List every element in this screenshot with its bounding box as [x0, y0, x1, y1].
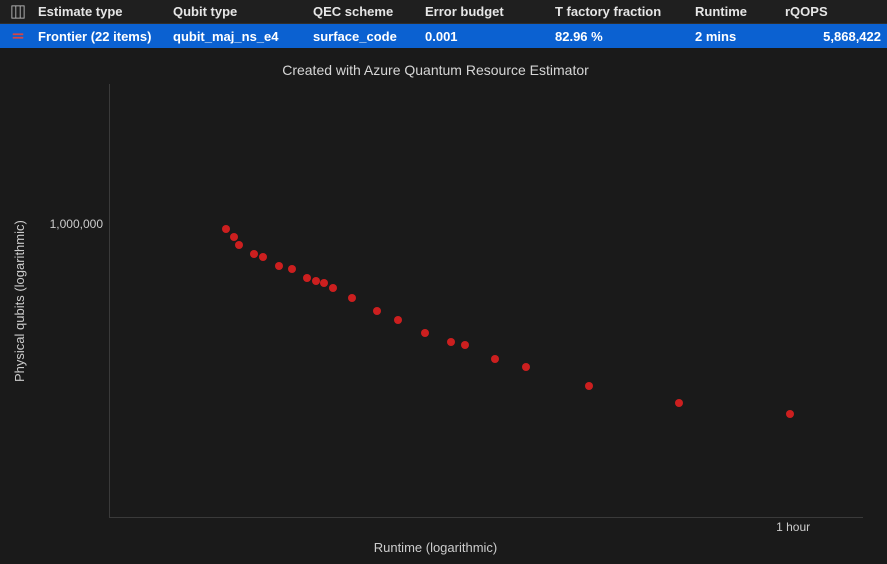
- cell-error-budget: 0.001: [419, 29, 549, 44]
- col-qubit-type[interactable]: Qubit type: [167, 4, 307, 19]
- scatter-plot[interactable]: [109, 84, 863, 518]
- data-point[interactable]: [348, 294, 356, 302]
- chart-title: Created with Azure Quantum Resource Esti…: [8, 62, 863, 78]
- cell-runtime: 2 mins: [689, 29, 779, 44]
- data-point[interactable]: [447, 338, 455, 346]
- legend-swatch-icon: [11, 29, 25, 43]
- column-chooser-button[interactable]: [4, 5, 32, 19]
- x-axis-label: Runtime (logarithmic): [8, 540, 863, 555]
- data-point[interactable]: [675, 399, 683, 407]
- cell-rqops: 5,868,422: [779, 29, 887, 44]
- results-table: Estimate type Qubit type QEC scheme Erro…: [0, 0, 887, 48]
- col-qec-scheme[interactable]: QEC scheme: [307, 4, 419, 19]
- data-point[interactable]: [235, 241, 243, 249]
- data-point[interactable]: [585, 382, 593, 390]
- y-axis-label: Physical qubits (logarithmic): [8, 84, 31, 518]
- data-point[interactable]: [288, 265, 296, 273]
- data-point[interactable]: [522, 363, 530, 371]
- y-axis: 1,000,000: [31, 84, 109, 518]
- data-point[interactable]: [222, 225, 230, 233]
- data-point[interactable]: [303, 274, 311, 282]
- data-point[interactable]: [259, 253, 267, 261]
- data-point[interactable]: [421, 329, 429, 337]
- chart-container: Created with Azure Quantum Resource Esti…: [0, 48, 887, 564]
- data-point[interactable]: [786, 410, 794, 418]
- data-point[interactable]: [461, 341, 469, 349]
- col-runtime[interactable]: Runtime: [689, 4, 779, 19]
- col-rqops[interactable]: rQOPS: [779, 4, 887, 19]
- data-point[interactable]: [312, 277, 320, 285]
- columns-icon: [11, 5, 25, 19]
- table-row[interactable]: Frontier (22 items) qubit_maj_ns_e4 surf…: [0, 24, 887, 48]
- cell-qec-scheme: surface_code: [307, 29, 419, 44]
- table-header: Estimate type Qubit type QEC scheme Erro…: [0, 0, 887, 24]
- cell-estimate-type: Frontier (22 items): [32, 29, 167, 44]
- data-point[interactable]: [491, 355, 499, 363]
- col-error-budget[interactable]: Error budget: [419, 4, 549, 19]
- chart-body: Physical qubits (logarithmic) 1,000,000: [8, 84, 863, 518]
- x-axis: 1 hour: [108, 518, 863, 538]
- col-estimate-type[interactable]: Estimate type: [32, 4, 167, 19]
- y-tick: 1,000,000: [50, 217, 103, 231]
- cell-t-factory-fraction: 82.96 %: [549, 29, 689, 44]
- data-point[interactable]: [373, 307, 381, 315]
- data-point[interactable]: [250, 250, 258, 258]
- data-point[interactable]: [394, 316, 402, 324]
- row-series-icon: [4, 29, 32, 43]
- col-t-factory-fraction[interactable]: T factory fraction: [549, 4, 689, 19]
- data-point[interactable]: [320, 279, 328, 287]
- cell-qubit-type: qubit_maj_ns_e4: [167, 29, 307, 44]
- data-point[interactable]: [275, 262, 283, 270]
- data-point[interactable]: [329, 284, 337, 292]
- x-tick: 1 hour: [776, 520, 810, 534]
